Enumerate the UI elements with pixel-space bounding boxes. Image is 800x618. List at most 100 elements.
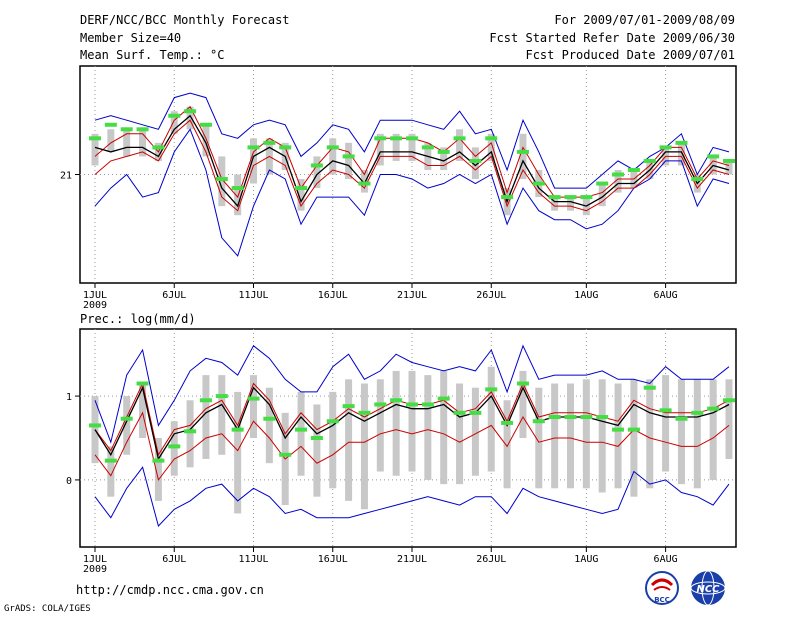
observation-marker — [358, 181, 371, 186]
observation-marker — [231, 186, 244, 191]
spread-box — [234, 391, 242, 514]
observation-marker — [136, 127, 149, 132]
x-tick-label: 6AUG — [654, 554, 678, 565]
observation-marker — [89, 136, 101, 141]
observation-marker — [310, 436, 323, 440]
spread-box — [440, 147, 448, 170]
svg-text:BCC: BCC — [654, 596, 670, 604]
spread-box — [471, 147, 479, 180]
lower-quantile-line — [94, 119, 730, 212]
spread-box — [424, 375, 432, 480]
spread-box — [202, 375, 210, 459]
observation-marker — [310, 163, 323, 168]
observation-marker — [199, 398, 212, 403]
x-tick-label: 16JUL — [318, 290, 348, 301]
precipitation-panel: 1JUL 6JUL 11JUL 16JUL 21JUL 26JUL 1AUG 6AUG 2009… — [66, 328, 737, 575]
spread-box — [265, 387, 273, 464]
observation-marker — [485, 387, 498, 392]
spread-box — [598, 379, 606, 493]
observation-marker — [691, 410, 704, 415]
observation-marker — [469, 410, 482, 415]
x-tick-label: 1AUG — [574, 554, 598, 565]
observation-marker — [580, 195, 593, 200]
x-tick-label: 1AUG — [574, 290, 598, 301]
observation-marker — [453, 136, 466, 141]
spread-box — [218, 156, 226, 207]
spread-box — [503, 400, 511, 489]
observation-marker — [184, 109, 197, 114]
spread-box — [250, 138, 257, 184]
observation-marker — [707, 154, 720, 159]
ncc-logo: NCC — [690, 570, 726, 606]
observation-marker — [580, 415, 593, 420]
observation-marker — [120, 416, 133, 421]
spread-box — [456, 129, 464, 161]
spread-box — [329, 138, 337, 175]
spread-box — [123, 396, 131, 455]
spread-box — [456, 383, 464, 485]
forecast-period: For 2009/07/01-2009/08/09 — [554, 13, 735, 27]
observation-marker — [295, 427, 308, 432]
spread-box — [677, 142, 685, 166]
observation-marker — [263, 416, 276, 421]
observation-marker — [152, 145, 165, 150]
observation-marker — [152, 458, 165, 463]
x-tick-label: 11JUL — [238, 290, 268, 301]
observation-marker — [168, 444, 181, 449]
observation-marker — [516, 149, 529, 154]
spread-box — [551, 197, 559, 211]
spread-box — [376, 133, 384, 166]
observation-marker — [89, 423, 101, 428]
y-tick-label: 21 — [60, 171, 72, 182]
observation-marker — [406, 402, 418, 407]
observation-marker — [421, 402, 434, 407]
plot-frame — [79, 328, 737, 548]
spread-box — [408, 370, 416, 472]
spread-box — [170, 421, 178, 476]
observation-marker — [627, 167, 640, 172]
observation-marker — [453, 410, 466, 415]
observation-marker — [723, 398, 735, 403]
spread-box — [345, 379, 353, 501]
spread-box — [630, 379, 638, 497]
spread-box — [519, 133, 527, 180]
spread-box — [487, 133, 495, 161]
observation-marker — [485, 136, 498, 141]
temperature-panel: 1JUL 6JUL 11JUL 16JUL 21JUL 26JUL 1AUG 6AUG 2009… — [60, 65, 737, 311]
spread-box — [677, 379, 685, 485]
max-envelope-line — [94, 344, 730, 444]
x-tick-label: 6AUG — [654, 290, 678, 301]
observation-marker — [136, 381, 149, 386]
observation-marker — [437, 149, 450, 154]
observation-marker — [548, 415, 561, 420]
spread-box — [139, 383, 147, 438]
ensemble-mean-line — [94, 114, 730, 208]
max-envelope-line — [94, 92, 730, 189]
observation-marker — [390, 136, 403, 141]
forecast-produced-date: Fcst Produced Date 2009/07/01 — [525, 48, 735, 62]
source-url[interactable]: http://cmdp.ncc.cma.gov.cn — [76, 583, 264, 597]
member-size-label: Member Size=40 — [80, 31, 182, 45]
lower-quantile-line — [94, 411, 730, 482]
observation-marker — [675, 140, 688, 145]
spread-box — [519, 370, 527, 438]
observation-marker — [723, 158, 735, 163]
observation-marker — [374, 402, 387, 407]
observation-marker — [326, 145, 339, 150]
observation-marker — [516, 381, 529, 386]
spread-box — [186, 106, 194, 130]
observation-marker — [532, 419, 545, 424]
spread-box — [471, 387, 479, 476]
x-tick-label: 26JUL — [476, 290, 506, 301]
spread-box — [646, 379, 654, 489]
spread-box — [535, 387, 543, 489]
observation-marker — [326, 419, 339, 424]
observation-marker — [263, 140, 276, 145]
observation-marker — [501, 420, 514, 425]
min-envelope-line — [94, 128, 730, 257]
spread-box — [345, 142, 353, 180]
spread-box — [551, 383, 559, 489]
observation-marker — [215, 394, 228, 399]
spread-box — [107, 446, 115, 497]
